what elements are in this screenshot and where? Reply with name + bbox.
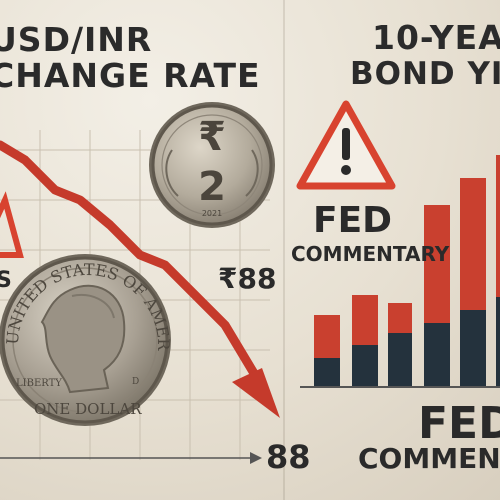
bar-5-navy (460, 310, 486, 386)
bar-6-red (496, 155, 500, 297)
warning-icon (296, 100, 396, 190)
rupee-symbol: ₹ (198, 114, 226, 160)
bar-1-navy (314, 358, 340, 386)
right-title-line1: 10-YEAR (372, 18, 500, 57)
bond-yield-bars (314, 155, 500, 386)
left-title-line2: CHANGE RATE (0, 56, 261, 95)
rupee-numeral: 2 (198, 164, 226, 210)
panel-divider (283, 0, 285, 500)
down-arrow-icon (0, 140, 260, 380)
bar-3-navy (388, 333, 412, 386)
bar-4-red (424, 205, 450, 323)
partial-label: S (0, 268, 12, 293)
commentary-label-large: COMMENTARY (358, 442, 500, 475)
rupee-wreath-left (165, 149, 179, 197)
left-title-line1: USD/INR (0, 20, 153, 59)
commentary-label: COMMENTARY (291, 242, 450, 266)
bar-2-red (352, 295, 378, 345)
fed-label: FED (313, 200, 393, 241)
fed-label-large: FED (418, 398, 500, 449)
right-title-line2: BOND YIELD (350, 56, 500, 92)
bar-4-navy (424, 323, 450, 386)
coin-denomination: ONE DOLLAR (34, 400, 142, 418)
bar-6-navy (496, 297, 500, 386)
rupee-wreath-right (245, 149, 259, 197)
bar-2-navy (352, 345, 378, 386)
bar-1-red (314, 315, 340, 358)
bar-5-red (460, 178, 486, 310)
bar-3-red (388, 303, 412, 333)
rupee-year: 2021 (202, 209, 222, 218)
x-axis-arrowhead (250, 452, 262, 464)
portrait-relief (40, 284, 126, 394)
rupee-value-label: ₹88 (218, 262, 277, 295)
warning-icon (0, 191, 24, 258)
coin-mint-mark: D (132, 377, 139, 387)
axis-value-label: 88 (266, 438, 311, 476)
down-arrow-head (232, 368, 280, 418)
coin-liberty-text: LIBERTY (16, 378, 62, 389)
